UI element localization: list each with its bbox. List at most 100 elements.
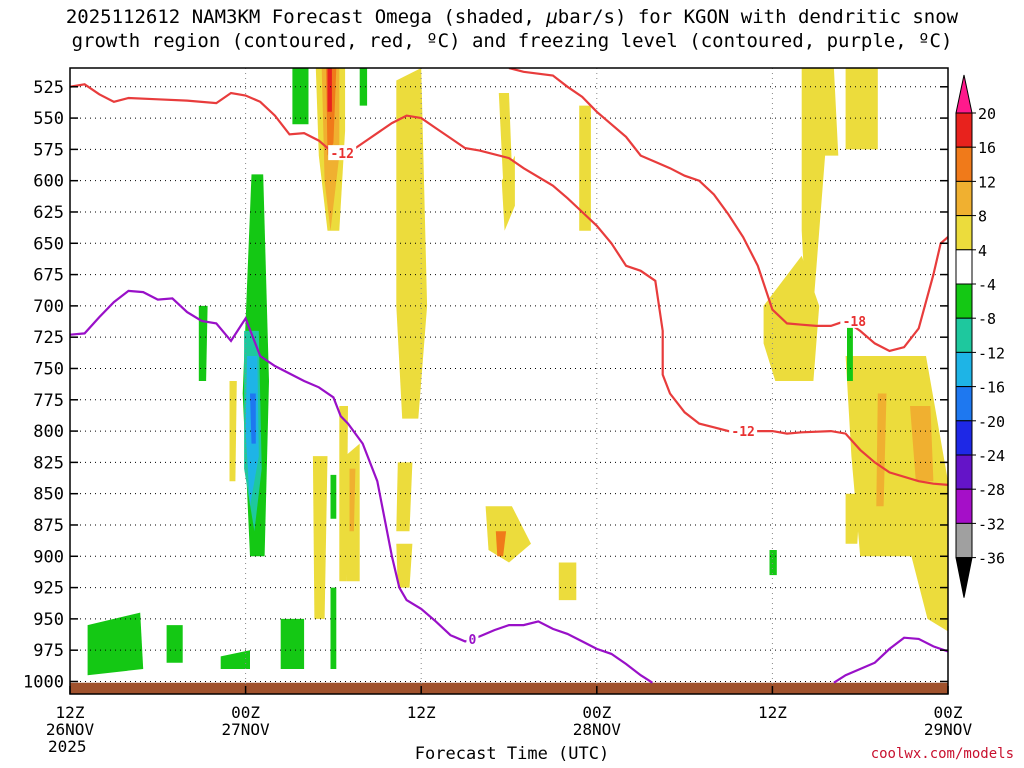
omega-shade-39 [847, 324, 853, 381]
x-tick-label2-3: 28NOV [573, 720, 622, 739]
omega-shade-32 [87, 612, 144, 676]
omega-shade-11 [845, 68, 878, 150]
omega-shade-31 [229, 381, 237, 482]
omega-shade-34 [220, 650, 250, 669]
omega-shade-20 [349, 468, 356, 532]
x-tick-label2-1: 27NOV [222, 720, 271, 739]
y-tick-label-850: 850 [33, 485, 64, 505]
title-prefix: 2025112612 NAM3KM Forecast Omega (shaded… [65, 6, 547, 28]
colorbar-label-11: -28 [978, 481, 1005, 499]
y-tick-label-1000: 1000 [23, 672, 64, 692]
colorbar-label-1: 16 [978, 139, 996, 157]
omega-shade-4 [292, 68, 309, 125]
red-contour-1 [508, 68, 948, 353]
colorbar-segment-7 [955, 351, 973, 388]
y-tick-label-925: 925 [33, 579, 64, 599]
purple-contour-0 [70, 289, 653, 684]
purple-contour-1 [833, 636, 948, 684]
x-axis-label: Forecast Time (UTC) [414, 744, 610, 764]
omega-shade-21 [396, 462, 413, 532]
colorbar-segment-11 [955, 488, 973, 524]
y-tick-label-975: 975 [33, 641, 64, 661]
y-tick-label-525: 525 [33, 78, 64, 98]
y-tick-label-900: 900 [33, 547, 64, 567]
colorbar-segment-2 [955, 180, 973, 217]
contour-label-bg-1 [729, 423, 758, 439]
colorbar-label-12: -32 [978, 515, 1005, 533]
colorbar-label-2: 12 [978, 173, 996, 191]
contour-label-bg-3 [466, 630, 479, 646]
omega-shade-35 [280, 618, 305, 669]
colorbar-label-5: -4 [978, 276, 996, 294]
omega-shade-17 [312, 456, 328, 619]
ground-terrain [70, 682, 948, 694]
omega-shade-6 [396, 68, 428, 419]
omega-shade-29 [250, 393, 256, 444]
y-tick-label-875: 875 [33, 516, 64, 536]
x-tick-label1-5: 00Z [934, 703, 963, 722]
y-tick-label-950: 950 [33, 610, 64, 630]
x-tick-label3-0: 2025 [48, 737, 87, 756]
x-tick-label2-5: 29NOV [924, 720, 973, 739]
colorbar-label-0: 20 [978, 105, 996, 123]
omega-shade-5 [359, 68, 368, 106]
contour-label-1: -12 [731, 425, 754, 440]
colorbar-segment-5 [955, 283, 973, 319]
colorbar-segment-3 [955, 215, 973, 251]
colorbar-label-9: -20 [978, 413, 1005, 431]
y-tick-label-575: 575 [33, 140, 64, 160]
colorbar-segment-1 [955, 146, 973, 182]
omega-shade-36 [330, 474, 337, 519]
omega-shade-38 [769, 550, 777, 576]
x-tick-label1-4: 12Z [758, 703, 787, 722]
omega-shade-9 [579, 105, 591, 231]
contour-label-bg-2 [840, 312, 869, 328]
colorbar-label-7: -12 [978, 344, 1005, 362]
omega-shade-23 [485, 506, 531, 563]
colorbar-segment-12 [955, 522, 973, 559]
omega-shade-16 [845, 493, 861, 544]
x-tick-label1-1: 00Z [231, 703, 260, 722]
colorbar-segment-4 [955, 249, 973, 285]
y-tick-label-800: 800 [33, 422, 64, 442]
colorbar-segment-10 [955, 454, 973, 490]
plot-frame [69, 67, 949, 695]
red-contour-0 [70, 83, 948, 486]
colorbar-label-3: 8 [978, 208, 987, 226]
colorbar-segment-6 [955, 317, 973, 353]
y-tick-label-700: 700 [33, 297, 64, 317]
x-tick-label1-3: 00Z [582, 703, 611, 722]
omega-shade-37 [330, 587, 337, 669]
contour-label-bg-0 [328, 145, 357, 161]
credit-text: coolwx.com/models [870, 746, 1014, 762]
x-tick-label2-0: 26NOV [46, 720, 95, 739]
x-tick-label1-0: 12Z [56, 703, 85, 722]
colorbar-label-10: -24 [978, 447, 1005, 465]
chart-title-line2: growth region (contoured, red, ºC) and f… [71, 30, 953, 52]
colorbar-label-8: -16 [978, 379, 1005, 397]
contour-label-3: 0 [469, 633, 477, 648]
omega-shade-22 [396, 543, 413, 588]
colorbar-top-arrow [955, 74, 973, 114]
omega-shade-24 [495, 531, 507, 557]
colorbar-segment-8 [955, 386, 973, 422]
omega-shade-3 [327, 68, 332, 112]
contour-label-2: -18 [843, 315, 867, 330]
y-tick-label-600: 600 [33, 172, 64, 192]
y-tick-label-775: 775 [33, 391, 64, 411]
y-tick-label-750: 750 [33, 359, 64, 379]
omega-shade-12 [763, 255, 820, 381]
colorbar-label-6: -8 [978, 310, 996, 328]
y-tick-label-550: 550 [33, 109, 64, 129]
y-tick-label-625: 625 [33, 203, 64, 223]
omega-shade-18 [339, 406, 348, 582]
colorbar-segment-0 [955, 112, 973, 148]
omega-shade-30 [198, 305, 208, 381]
contour-label-0: -12 [330, 147, 353, 162]
omega-shade-33 [166, 625, 183, 663]
colorbar-segment-9 [955, 420, 973, 456]
y-tick-label-825: 825 [33, 453, 64, 473]
y-tick-label-725: 725 [33, 328, 64, 348]
title-suffix: bar/s) for KGON with dendritic snow [557, 6, 959, 28]
